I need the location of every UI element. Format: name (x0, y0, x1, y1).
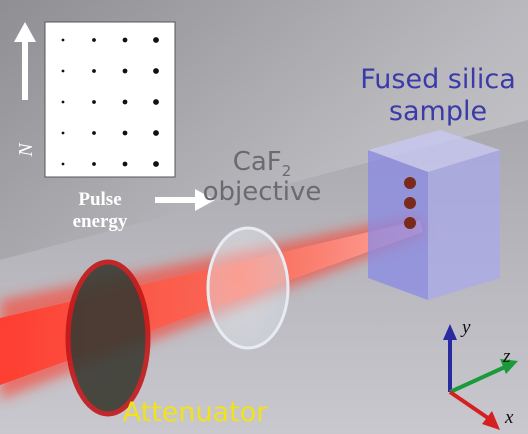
inset-dot (123, 69, 128, 74)
sample-label: sample (389, 96, 487, 127)
figure: N Pulse energy CaF2 objective Fused sili… (0, 0, 528, 434)
inset-dot (92, 131, 96, 135)
x-label: energy (73, 211, 128, 232)
inset-dot (123, 100, 128, 105)
damage-spot (404, 217, 416, 229)
axis-label: y (460, 317, 471, 338)
inset-dot (153, 130, 159, 136)
lens (208, 228, 288, 348)
inset-dot (123, 38, 128, 43)
sample-label: Fused silica (360, 64, 516, 95)
inset-dot (153, 99, 159, 105)
objective-text: CaF (233, 147, 282, 177)
inset-dot (153, 37, 159, 43)
axis-label: x (504, 407, 514, 428)
attenuator-label: Attenuator (123, 397, 269, 428)
y-label: N (15, 142, 37, 158)
inset-dot (123, 162, 128, 167)
axis-label: z (502, 346, 511, 367)
inset-dot (153, 161, 159, 167)
sample-block (368, 130, 500, 300)
sample-front (368, 150, 428, 300)
objective-label: objective (203, 177, 322, 207)
inset-dot (123, 131, 128, 136)
inset-dot (62, 132, 65, 135)
inset-dot (62, 163, 65, 166)
inset-dot (92, 69, 96, 73)
inset-dot (62, 101, 65, 104)
inset-dot (92, 162, 96, 166)
inset-dot (153, 68, 159, 74)
inset-dot (62, 39, 65, 42)
inset-dot (92, 100, 96, 104)
inset-dot (62, 70, 65, 73)
damage-spot (404, 177, 416, 189)
inset-dot (92, 38, 96, 42)
damage-spot (404, 197, 416, 209)
attenuator (68, 262, 148, 414)
x-label: Pulse (78, 189, 121, 210)
sample-side (428, 150, 500, 300)
